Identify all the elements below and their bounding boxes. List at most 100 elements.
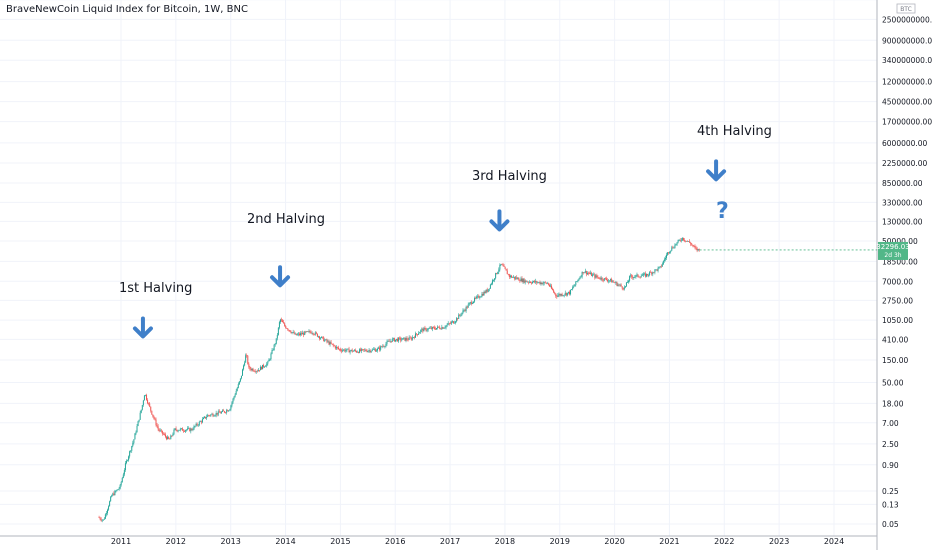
candle-body <box>341 350 343 352</box>
candle-body <box>637 274 639 277</box>
candle-body <box>630 275 632 277</box>
candle-body <box>349 350 351 353</box>
candle-body <box>617 284 619 286</box>
candle-body <box>409 337 411 339</box>
candle-body <box>555 293 557 296</box>
candle-body <box>648 275 650 276</box>
candle-body <box>616 282 618 286</box>
candle-body <box>658 266 660 268</box>
candle-body <box>108 506 110 510</box>
candle-body <box>192 429 194 431</box>
candle-body <box>401 339 403 341</box>
candle-body <box>676 242 678 245</box>
candle-body <box>274 343 276 345</box>
candle-body <box>636 274 638 276</box>
candle-body <box>160 430 162 432</box>
x-tick-label: 2018 <box>495 537 515 546</box>
candle-body <box>571 289 573 290</box>
candle-body <box>486 289 488 292</box>
candle-body <box>524 280 526 283</box>
y-tick-label: 50000.00 <box>882 237 918 246</box>
candle-body <box>426 330 428 331</box>
candle-body <box>690 242 692 245</box>
candle-body <box>343 349 345 351</box>
candle-body <box>475 298 477 299</box>
candle-body <box>670 250 672 252</box>
candle-body <box>279 319 281 323</box>
candle-body <box>612 281 614 283</box>
candle-body <box>421 328 423 330</box>
candle-body <box>323 337 325 342</box>
candle-body <box>302 332 304 335</box>
candle-body <box>565 292 567 296</box>
candle-body <box>120 482 122 485</box>
candle-body <box>161 430 163 434</box>
candle-body <box>674 244 676 248</box>
candle-body <box>675 244 677 246</box>
candle-body <box>597 277 599 278</box>
candle-body <box>287 328 289 330</box>
candle-body <box>448 323 450 324</box>
candle-body <box>293 332 295 335</box>
candle-body <box>512 277 514 278</box>
candle-body <box>673 247 675 249</box>
candle-body <box>100 519 102 521</box>
candle-body <box>271 350 273 354</box>
candle-body <box>321 336 323 338</box>
candle-body <box>456 318 458 322</box>
y-tick-label: 330000.00 <box>882 198 923 207</box>
candle-body <box>684 240 686 242</box>
candle-body <box>174 428 176 430</box>
candle-body <box>573 286 575 288</box>
candle-body <box>525 280 527 283</box>
candle-body <box>170 435 172 440</box>
candle-body <box>645 274 647 277</box>
candle-body <box>388 341 390 342</box>
candle-body <box>491 280 493 284</box>
candle-body <box>402 338 404 340</box>
candle-body <box>566 292 568 296</box>
candle-body <box>239 378 241 382</box>
x-tick-label: 2019 <box>550 537 570 546</box>
candle-body <box>229 409 231 411</box>
candle-body <box>647 274 649 276</box>
candle-body <box>199 421 201 423</box>
candle-body <box>233 396 235 399</box>
candle-body <box>500 264 502 266</box>
candle-body <box>336 346 338 348</box>
candle-body <box>490 283 492 285</box>
candle-body <box>344 349 346 352</box>
candle-body <box>204 416 206 418</box>
candle-body <box>503 266 505 267</box>
candle-body <box>270 353 272 360</box>
candle-body <box>632 276 634 278</box>
candle-body <box>439 327 441 329</box>
candle-body <box>650 272 652 273</box>
x-tick-label: 2022 <box>714 537 734 546</box>
candle-body <box>403 337 405 339</box>
candle-body <box>216 412 218 415</box>
candle-body <box>539 282 541 284</box>
y-tick-label: 120000000.00 <box>882 78 932 87</box>
candle-body <box>607 280 609 282</box>
candle-body <box>358 352 360 353</box>
candle-body <box>129 451 131 457</box>
candle-body <box>517 278 519 279</box>
candle-body <box>683 240 685 241</box>
candle-body <box>382 346 384 347</box>
candle-body <box>506 270 508 275</box>
candle-body <box>177 430 179 432</box>
candle-body <box>489 284 491 289</box>
candle-body <box>314 332 316 335</box>
candle-body <box>366 351 368 352</box>
candle-body <box>325 339 327 341</box>
candle-body <box>253 370 255 372</box>
candle-body <box>468 303 470 305</box>
candle-body <box>518 278 520 281</box>
candle-body <box>521 278 523 282</box>
candle-body <box>449 323 451 325</box>
candle-body <box>244 362 246 366</box>
candle-body <box>560 294 562 296</box>
candle-body <box>163 434 165 435</box>
x-tick-label: 2024 <box>824 537 844 546</box>
